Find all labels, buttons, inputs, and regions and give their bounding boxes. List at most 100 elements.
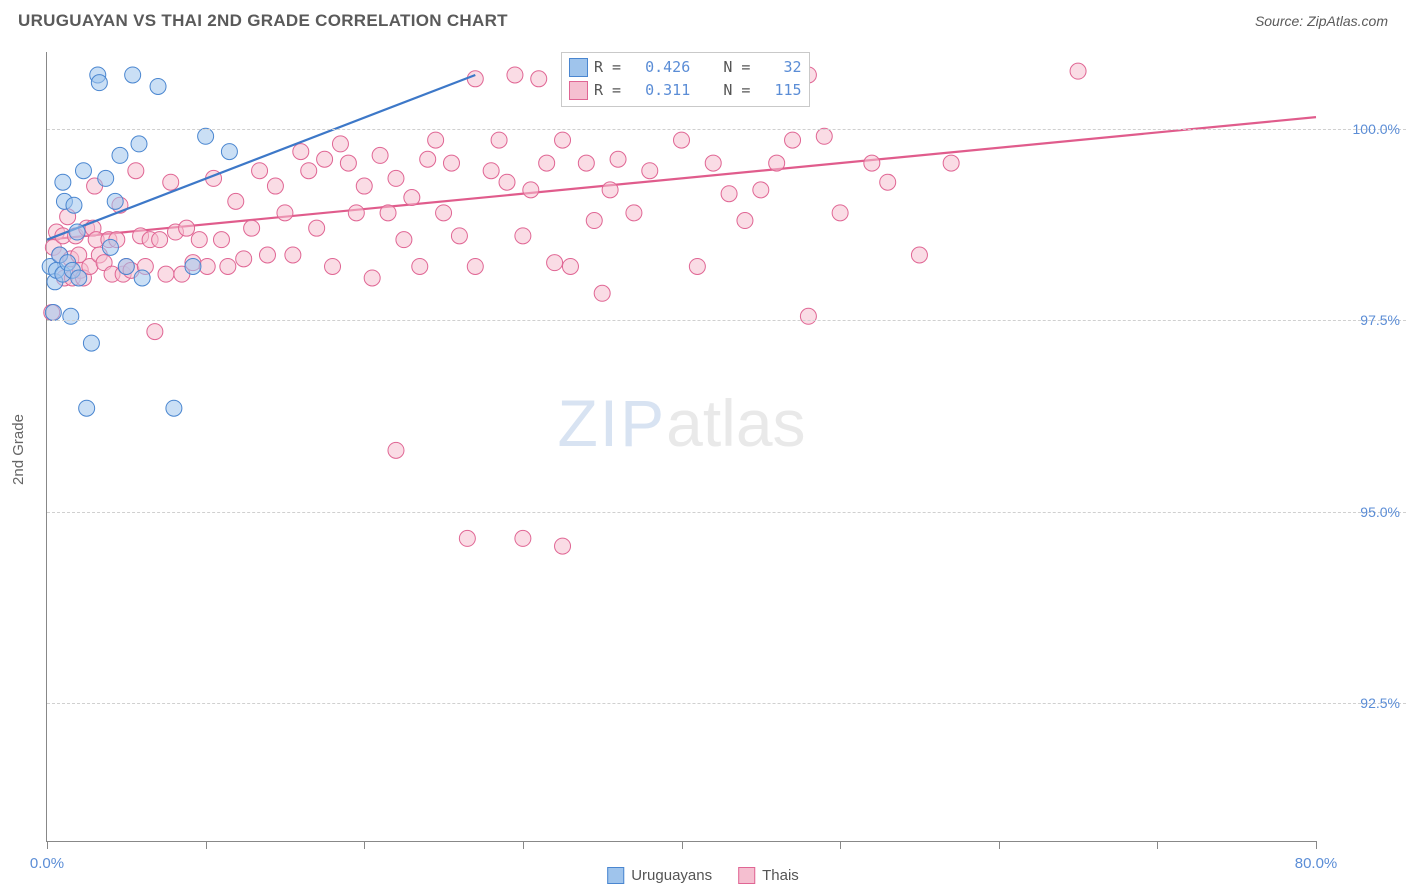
scatter-point bbox=[285, 247, 301, 263]
scatter-point bbox=[134, 270, 150, 286]
scatter-point bbox=[459, 530, 475, 546]
scatter-point bbox=[443, 155, 459, 171]
chart-header: URUGUAYAN VS THAI 2ND GRADE CORRELATION … bbox=[0, 0, 1406, 42]
scatter-point bbox=[832, 205, 848, 221]
scatter-point bbox=[721, 186, 737, 202]
scatter-point bbox=[737, 213, 753, 229]
scatter-point bbox=[800, 308, 816, 324]
legend-swatch bbox=[738, 867, 755, 884]
scatter-point bbox=[107, 193, 123, 209]
stats-row: R = 0.311 N = 115 bbox=[569, 79, 802, 102]
legend-bottom: Uruguayans Thais bbox=[607, 867, 799, 884]
scatter-point bbox=[340, 155, 356, 171]
x-tick-label: 0.0% bbox=[30, 855, 64, 872]
scatter-point bbox=[244, 220, 260, 236]
x-tick-label: 80.0% bbox=[1295, 855, 1338, 872]
scatter-point bbox=[55, 174, 71, 190]
scatter-point bbox=[816, 128, 832, 144]
scatter-point bbox=[523, 182, 539, 198]
stat-label: R = bbox=[594, 56, 630, 79]
gridline bbox=[47, 320, 1406, 321]
y-tick-label: 100.0% bbox=[1353, 121, 1400, 137]
scatter-point bbox=[220, 258, 236, 274]
x-tick bbox=[47, 841, 48, 849]
scatter-point bbox=[586, 213, 602, 229]
scatter-point bbox=[79, 400, 95, 416]
scatter-point bbox=[102, 239, 118, 255]
x-tick bbox=[840, 841, 841, 849]
scatter-point bbox=[555, 538, 571, 554]
scatter-point bbox=[83, 335, 99, 351]
scatter-point bbox=[626, 205, 642, 221]
stats-row: R = 0.426 N = 32 bbox=[569, 56, 802, 79]
scatter-point bbox=[199, 258, 215, 274]
scatter-point bbox=[467, 71, 483, 87]
scatter-point bbox=[396, 232, 412, 248]
stat-label: N = bbox=[696, 56, 759, 79]
scatter-point bbox=[128, 163, 144, 179]
legend-swatch bbox=[607, 867, 624, 884]
x-tick bbox=[1316, 841, 1317, 849]
chart-title: URUGUAYAN VS THAI 2ND GRADE CORRELATION … bbox=[18, 11, 508, 31]
x-tick bbox=[206, 841, 207, 849]
scatter-point bbox=[769, 155, 785, 171]
scatter-point bbox=[112, 147, 128, 163]
scatter-point bbox=[420, 151, 436, 167]
scatter-point bbox=[1070, 63, 1086, 79]
scatter-point bbox=[75, 163, 91, 179]
scatter-point bbox=[602, 182, 618, 198]
stat-r: 0.426 bbox=[636, 56, 690, 79]
legend-item: Thais bbox=[738, 867, 799, 884]
legend-label: Uruguayans bbox=[631, 867, 712, 884]
scatter-point bbox=[555, 132, 571, 148]
scatter-point bbox=[372, 147, 388, 163]
stats-legend-box: R = 0.426 N = 32R = 0.311 N = 115 bbox=[561, 52, 810, 107]
stat-label: R = bbox=[594, 79, 630, 102]
scatter-point bbox=[91, 75, 107, 91]
scatter-point bbox=[364, 270, 380, 286]
scatter-point bbox=[547, 255, 563, 271]
scatter-point bbox=[578, 155, 594, 171]
scatter-point bbox=[380, 205, 396, 221]
scatter-point bbox=[412, 258, 428, 274]
scatter-point bbox=[277, 205, 293, 221]
scatter-point bbox=[499, 174, 515, 190]
scatter-point bbox=[753, 182, 769, 198]
scatter-point bbox=[880, 174, 896, 190]
scatter-point bbox=[539, 155, 555, 171]
scatter-point bbox=[147, 324, 163, 340]
y-tick-label: 95.0% bbox=[1360, 504, 1400, 520]
x-tick bbox=[523, 841, 524, 849]
scatter-point bbox=[163, 174, 179, 190]
scatter-point bbox=[45, 304, 61, 320]
scatter-point bbox=[152, 232, 168, 248]
y-tick-label: 97.5% bbox=[1360, 312, 1400, 328]
scatter-point bbox=[301, 163, 317, 179]
scatter-point bbox=[491, 132, 507, 148]
scatter-point bbox=[309, 220, 325, 236]
scatter-point bbox=[131, 136, 147, 152]
plot-wrap: 2nd Grade ZIPatlas 0.0%80.0%R = 0.426 N … bbox=[0, 46, 1406, 892]
scatter-point bbox=[515, 530, 531, 546]
scatter-point bbox=[943, 155, 959, 171]
chart-source: Source: ZipAtlas.com bbox=[1255, 13, 1388, 29]
scatter-point bbox=[293, 144, 309, 160]
scatter-point bbox=[785, 132, 801, 148]
scatter-point bbox=[864, 155, 880, 171]
scatter-point bbox=[150, 78, 166, 94]
scatter-point bbox=[705, 155, 721, 171]
x-tick bbox=[682, 841, 683, 849]
scatter-point bbox=[332, 136, 348, 152]
stat-n: 115 bbox=[765, 79, 801, 102]
scatter-point bbox=[689, 258, 705, 274]
legend-label: Thais bbox=[762, 867, 799, 884]
scatter-point bbox=[63, 308, 79, 324]
scatter-point bbox=[594, 285, 610, 301]
scatter-point bbox=[213, 232, 229, 248]
y-axis-label-wrap: 2nd Grade bbox=[0, 46, 36, 852]
trend-line bbox=[47, 75, 475, 240]
scatter-point bbox=[562, 258, 578, 274]
scatter-point bbox=[467, 258, 483, 274]
scatter-point bbox=[325, 258, 341, 274]
series-swatch bbox=[569, 81, 588, 100]
